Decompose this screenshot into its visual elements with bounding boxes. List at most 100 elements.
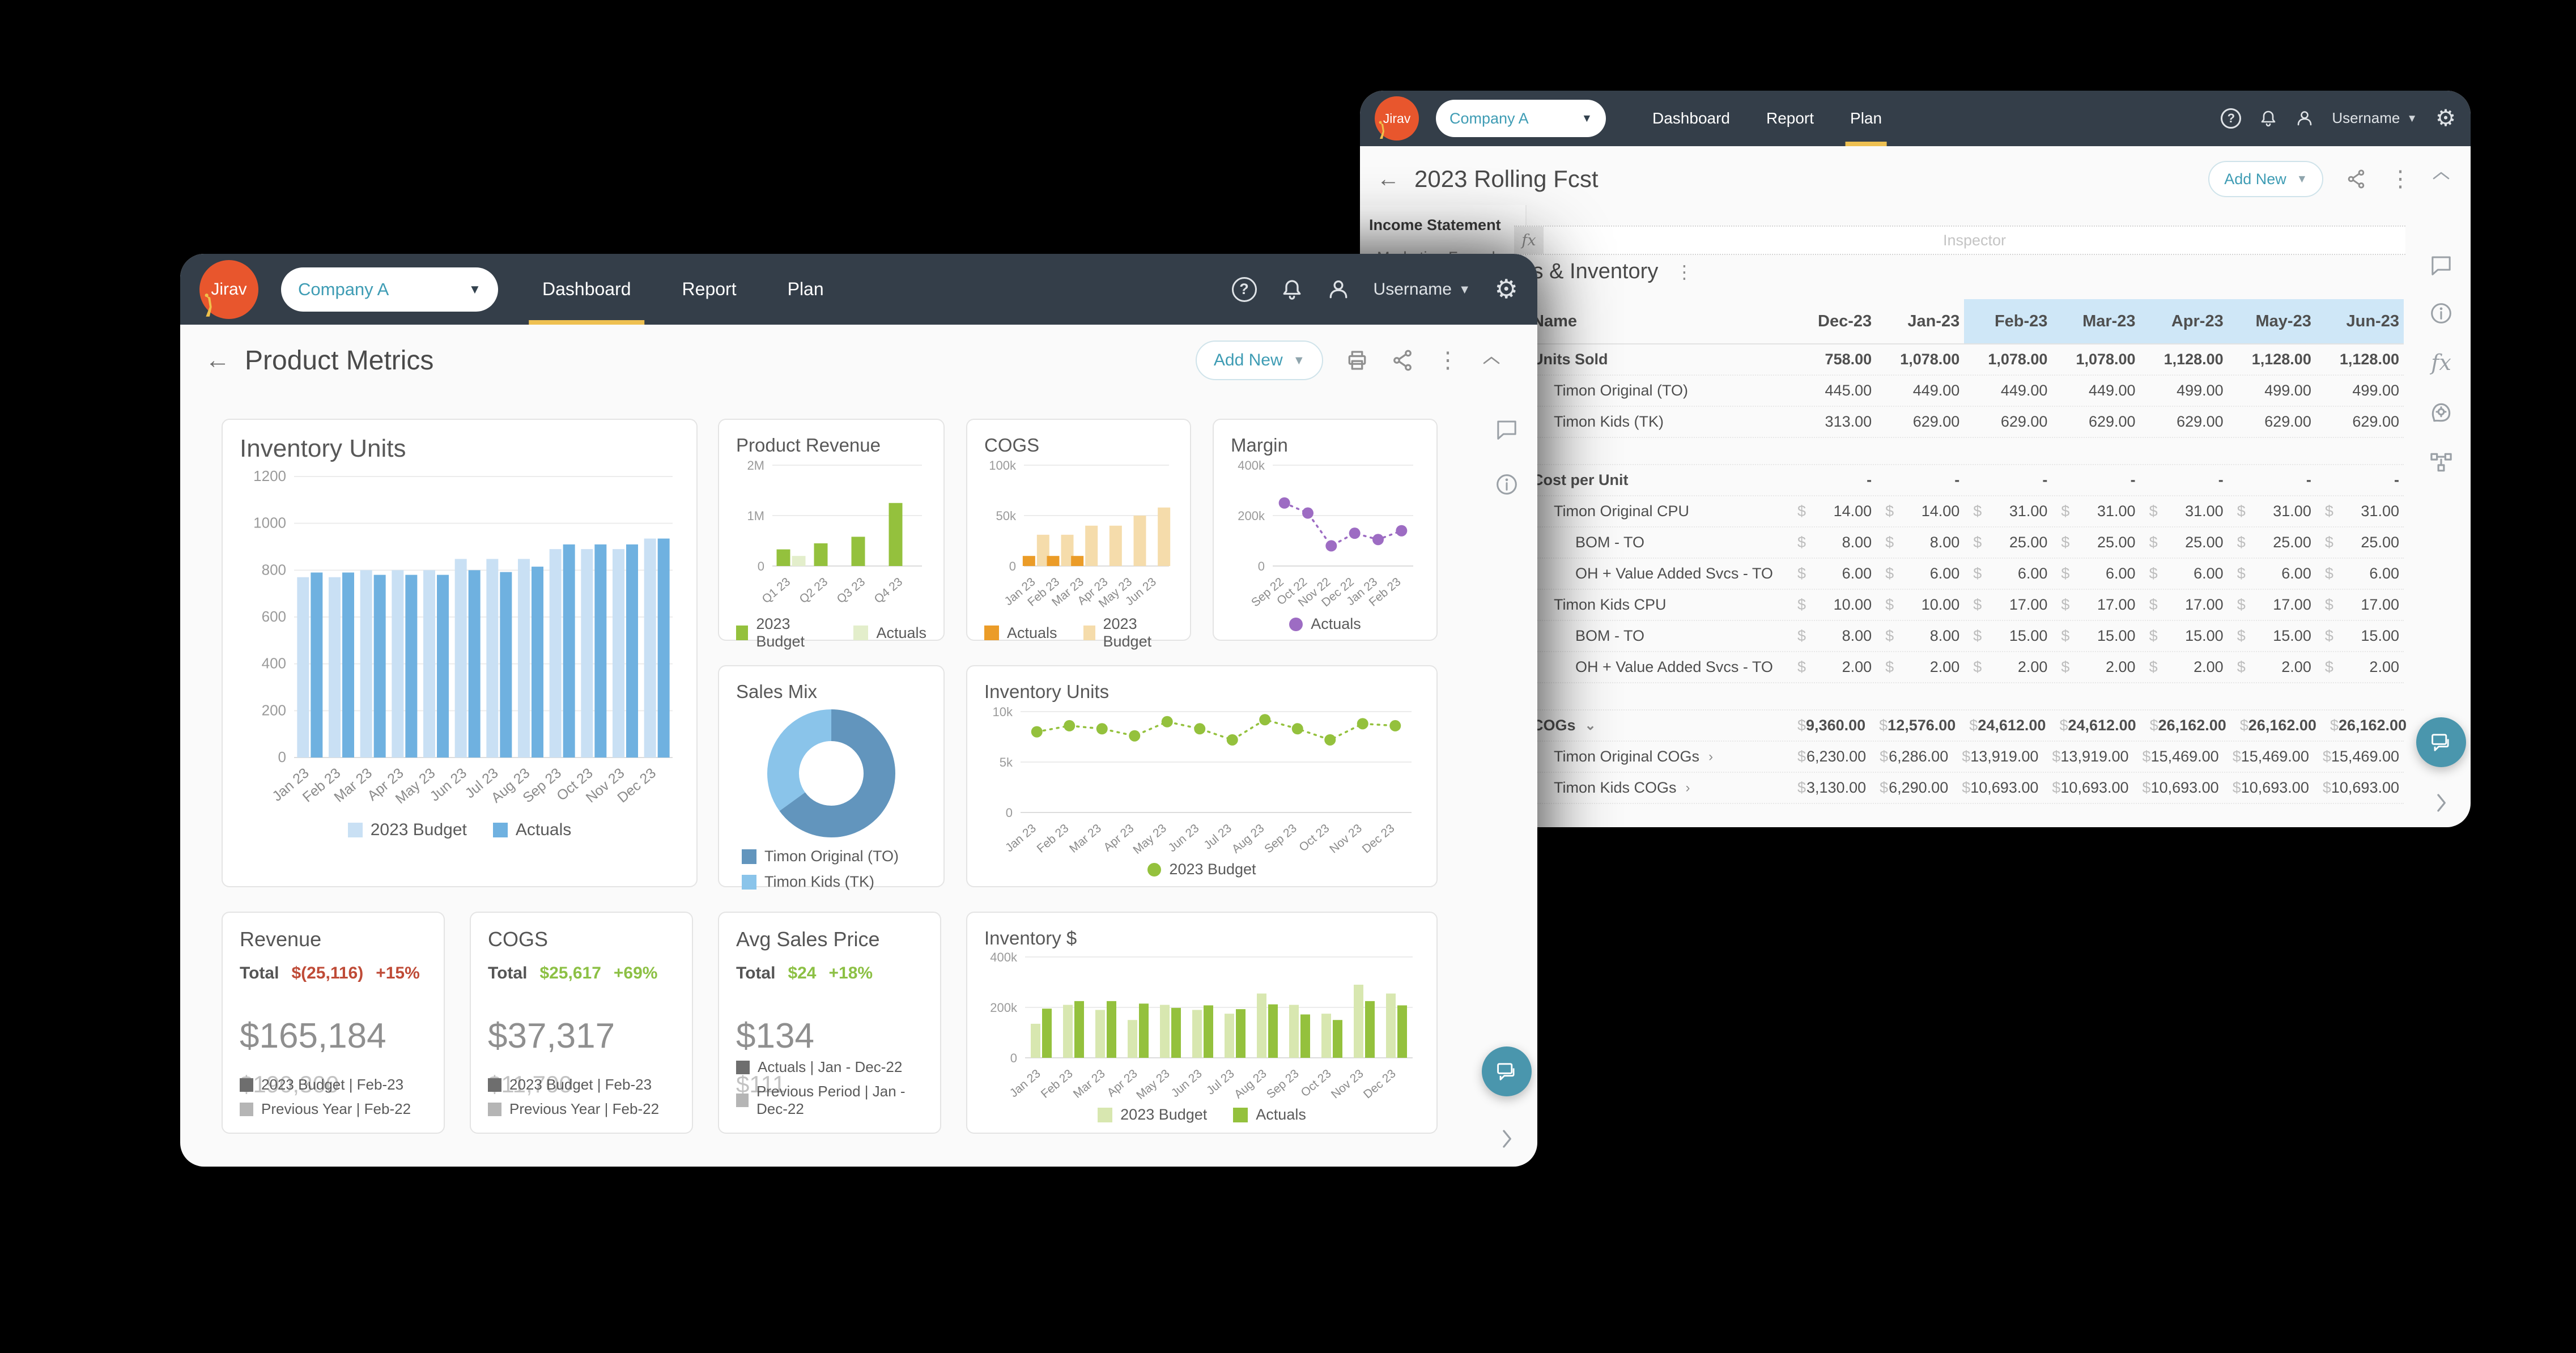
table-row[interactable]: Timon Original (TO) 445.00 449.00 449.00 449… (1527, 376, 2404, 407)
column-header-name[interactable]: Name (1532, 312, 1577, 330)
kpi-title: Revenue (240, 927, 322, 951)
plan-toolbar: ← 2023 Rolling Fcst Add New ▼ ⋮ (1377, 153, 2412, 205)
inspector-input[interactable]: Inspector (1942, 231, 2007, 249)
sheet-options-icon[interactable]: ⋮ (1675, 261, 1694, 282)
company-selector[interactable]: Company A ▼ (281, 267, 498, 312)
table-row[interactable]: Timon Kids CPU $10.00 $10.00 $17.00 $17.00 $1… (1527, 590, 2404, 621)
logo-text: Jirav (1383, 110, 1411, 126)
comments-icon[interactable] (1495, 418, 1519, 441)
svg-text:Feb 23: Feb 23 (1039, 1067, 1076, 1100)
chevron-down-icon: ▼ (1581, 112, 1592, 125)
ai-assist-icon[interactable] (2429, 400, 2454, 425)
tab-report[interactable]: Report (1766, 109, 1814, 127)
widget-title: Inventory $ (984, 927, 1077, 948)
user-icon[interactable] (2296, 109, 2314, 127)
chevron-down-icon: ▼ (1458, 282, 1471, 296)
settings-gear-icon[interactable]: ⚙ (1494, 274, 1518, 304)
legend-item: 2023 Budget (1141, 861, 1256, 878)
table-spacer-row (1527, 683, 2404, 710)
back-arrow-icon[interactable]: ← (205, 346, 230, 374)
tab-dashboard[interactable]: Dashboard (529, 254, 645, 325)
column-header-apr-23[interactable]: Apr-23 (2140, 299, 2228, 343)
more-options-icon[interactable]: ⋮ (2389, 167, 2412, 192)
company-name: Company A (1449, 109, 1529, 127)
expand-chevron-right-icon[interactable] (1499, 1128, 1514, 1150)
legend-item: 2023 Budget (1083, 615, 1173, 650)
notifications-icon[interactable] (2259, 109, 2277, 127)
row-right-chevron-icon[interactable]: › (1685, 780, 1690, 795)
expand-chevron-right-icon[interactable] (2434, 792, 2449, 814)
tab-plan[interactable]: Plan (1845, 91, 1887, 146)
column-header-jan-23[interactable]: Jan-23 (1907, 312, 1960, 330)
username-menu[interactable]: Username ▼ (1374, 280, 1471, 299)
chart-legend: Timon Original (TO) Timon Kids (TK) (742, 848, 926, 891)
collapse-chevron-up-icon[interactable] (1482, 354, 1501, 367)
company-selector[interactable]: Company A ▼ (1436, 100, 1606, 137)
fx-button[interactable]: fx (1514, 227, 1544, 254)
info-icon[interactable] (2429, 301, 2453, 325)
plan-window: Jirav Company A ▼ Dashboard Report Plan ? … (1360, 91, 2471, 827)
inventory-dollars-chart: 0 200k 400k Jan 23 Feb 23 Mar 23 Apr 23 May 23 J… (984, 949, 1419, 1103)
username-menu[interactable]: Username ▼ (2332, 109, 2417, 127)
print-icon[interactable] (1346, 349, 1368, 372)
margin-chart: 0 200k 400k Sep 22 Oct 22 Nov 22 Dec 22 Jan 23 F… (1231, 456, 1419, 612)
chat-fab[interactable] (1482, 1046, 1532, 1096)
add-new-button[interactable]: Add New ▼ (1195, 341, 1323, 380)
comments-icon[interactable] (2429, 254, 2453, 276)
notifications-icon[interactable] (1281, 278, 1303, 301)
table-row[interactable]: Units Sold 758.00 1,078.00 1,078.00 1,078.00… (1527, 344, 2404, 376)
legend-item: Actuals (853, 624, 926, 642)
info-icon[interactable] (1495, 473, 1519, 496)
jirav-logo[interactable]: Jirav (199, 259, 258, 319)
widget-inventory-units-line: Inventory Units 0 5k 10k Jan 23 Feb 23 Mar 23… (966, 665, 1438, 887)
table-row[interactable]: BOM - TO $8.00 $8.00 $15.00 $15.00 $15.00 $15.… (1527, 621, 2404, 652)
share-icon[interactable] (2346, 169, 2366, 189)
table-row[interactable]: Timon Kids (TK) 313.00 629.00 629.00 629.00 6… (1527, 407, 2404, 438)
svg-text:200: 200 (262, 701, 286, 718)
column-header-mar-23[interactable]: Mar-23 (2052, 299, 2140, 343)
column-header-jun-23[interactable]: Jun-23 (2315, 299, 2404, 343)
user-icon[interactable] (1327, 278, 1350, 301)
widget-inventory-units-bar: Inventory Units 0 200 400 600 800 1000 1200 Jan… (222, 419, 698, 887)
column-header-dec-23[interactable]: Dec-23 (1818, 312, 1872, 330)
legend-item: Actuals (984, 624, 1057, 642)
tab-dashboard[interactable]: Dashboard (1652, 109, 1730, 127)
table-row[interactable]: COGs ⌄ $9,360.00 $12,576.00 $24,612.00 $24,61… (1527, 710, 2407, 742)
column-header-may-23[interactable]: May-23 (2228, 299, 2316, 343)
svg-text:Q1 23: Q1 23 (760, 575, 793, 606)
right-tool-rail (1482, 418, 1532, 1150)
formulas-icon[interactable]: fx (2431, 350, 2451, 375)
org-structure-icon[interactable] (2429, 450, 2454, 475)
tab-report[interactable]: Report (682, 279, 737, 299)
jirav-logo[interactable]: Jirav (1375, 96, 1419, 141)
table-row[interactable]: BOM - TO $8.00 $8.00 $25.00 $25.00 $25.00 $25.… (1527, 527, 2404, 559)
collapse-chevron-up-icon[interactable] (2432, 170, 2451, 181)
column-header-feb-23[interactable]: Feb-23 (1964, 299, 2052, 343)
more-options-icon[interactable]: ⋮ (1436, 348, 1459, 373)
back-arrow-icon[interactable]: ← (1377, 166, 1400, 192)
sidebar-item-income-statement[interactable]: Income Statement (1369, 216, 1501, 233)
tab-plan[interactable]: Plan (787, 279, 824, 299)
svg-text:Jul 23: Jul 23 (1204, 1067, 1237, 1097)
help-icon[interactable]: ? (2221, 108, 2242, 129)
share-icon[interactable] (1391, 349, 1414, 372)
table-row[interactable]: Timon Original COGs › $6,230.00 $6,286.00 $1… (1527, 742, 2404, 773)
table-row[interactable]: OH + Value Added Svcs - TO $2.00 $2.00 $2.0… (1527, 652, 2404, 683)
dashboard-window: Jirav Company A ▼ Dashboard Report Plan ? … (180, 254, 1537, 1167)
table-row[interactable]: Timon Original CPU $14.00 $14.00 $31.00 $31.… (1527, 496, 2404, 527)
row-right-chevron-icon[interactable]: › (1708, 748, 1714, 764)
table-row[interactable]: Cost per Unit - - - - - - - (1527, 465, 2404, 496)
help-icon[interactable]: ? (1231, 276, 1257, 302)
appbar-icons: ? Username ▼ ⚙ (2221, 107, 2456, 130)
svg-text:Mar 23: Mar 23 (1071, 1067, 1108, 1100)
table-row[interactable]: Timon Kids COGs › $3,130.00 $6,290.00 $10,69… (1527, 773, 2404, 804)
settings-gear-icon[interactable]: ⚙ (2435, 105, 2456, 131)
table-row[interactable]: OH + Value Added Svcs - TO $6.00 $6.00 $6.0… (1527, 559, 2404, 590)
chat-fab[interactable] (2416, 717, 2466, 767)
kpi-legend: 2023 Budget | Feb-23 Previous Year | Feb-… (240, 1076, 411, 1118)
plan-table: Name Dec-23 Jan-23 Feb-23 Mar-23 Apr-23 May-23… (1527, 299, 2407, 804)
svg-text:2M: 2M (747, 458, 764, 473)
svg-text:Mar 23: Mar 23 (1067, 822, 1104, 854)
add-new-button[interactable]: Add New ▼ (2208, 161, 2323, 197)
row-down-chevron-icon[interactable]: ⌄ (1584, 718, 1596, 733)
